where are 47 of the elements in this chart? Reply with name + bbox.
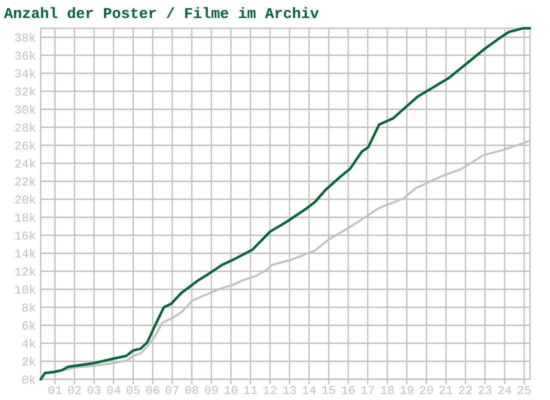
y-tick-label: 8k bbox=[22, 301, 36, 316]
x-tick-label: 20 bbox=[419, 384, 434, 398]
x-tick-label: 14 bbox=[302, 384, 316, 398]
x-tick-label: 07 bbox=[165, 384, 180, 398]
y-tick-label: 14k bbox=[14, 247, 36, 262]
x-tick-label: 23 bbox=[478, 384, 492, 398]
x-tick-label: 21 bbox=[438, 384, 454, 398]
x-tick-label: 09 bbox=[204, 384, 219, 398]
x-tick-label: 15 bbox=[321, 384, 336, 398]
y-tick-label: 6k bbox=[22, 319, 36, 334]
x-tick-label: 01 bbox=[48, 384, 62, 398]
y-tick-label: 12k bbox=[14, 265, 36, 280]
y-tick-label: 10k bbox=[14, 283, 36, 298]
y-tick-label: 22k bbox=[14, 175, 36, 190]
y-tick-label: 4k bbox=[22, 337, 36, 352]
y-tick-label: 32k bbox=[14, 85, 36, 100]
chart-title: Anzahl der Poster / Filme im Archiv bbox=[4, 6, 320, 23]
x-tick-label: 11 bbox=[243, 384, 258, 398]
x-tick-label: 03 bbox=[86, 384, 102, 398]
x-tick-label: 16 bbox=[340, 384, 356, 398]
x-tick-label: 04 bbox=[106, 384, 121, 398]
y-tick-label: 26k bbox=[14, 139, 36, 154]
x-tick-label: 19 bbox=[400, 384, 414, 398]
x-tick-label: 08 bbox=[184, 384, 200, 398]
y-tick-label: 28k bbox=[14, 121, 36, 136]
y-tick-label: 30k bbox=[14, 103, 36, 118]
x-tick-label: 13 bbox=[282, 384, 297, 398]
x-tick-label: 10 bbox=[224, 384, 238, 398]
x-tick-label: 12 bbox=[262, 384, 278, 398]
y-tick-label: 2k bbox=[22, 355, 36, 370]
y-tick-label: 16k bbox=[14, 229, 36, 244]
y-tick-label: 36k bbox=[14, 49, 36, 64]
x-tick-label: 25 bbox=[516, 384, 532, 398]
x-tick-label: 06 bbox=[146, 384, 160, 398]
x-tick-label: 02 bbox=[67, 384, 82, 398]
y-tick-label: 18k bbox=[14, 211, 36, 226]
y-tick-label: 0k bbox=[22, 373, 36, 388]
y-tick-label: 38k bbox=[14, 31, 36, 46]
y-tick-label: 24k bbox=[14, 157, 36, 172]
y-tick-label: 20k bbox=[14, 193, 36, 208]
x-tick-label: 17 bbox=[360, 384, 375, 398]
x-tick-label: 05 bbox=[126, 384, 140, 398]
x-tick-label: 22 bbox=[458, 384, 473, 398]
line-series bbox=[39, 27, 532, 381]
x-tick-label: 24 bbox=[497, 384, 512, 398]
x-tick-label: 18 bbox=[380, 384, 394, 398]
y-tick-label: 34k bbox=[14, 67, 36, 82]
